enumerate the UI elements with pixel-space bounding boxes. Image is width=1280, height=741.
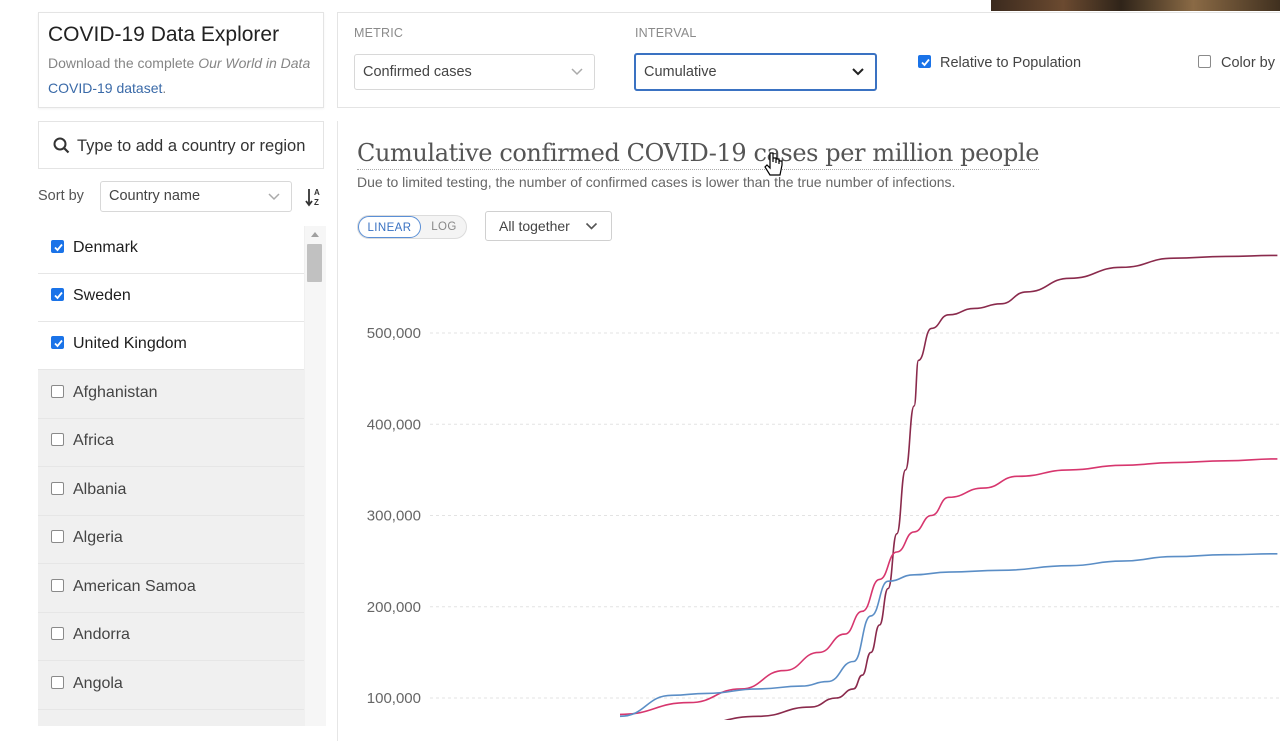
chevron-down-icon — [852, 68, 864, 76]
log-scale-button[interactable]: LOG — [431, 221, 457, 233]
country-checkbox[interactable] — [51, 530, 64, 543]
line-chart: 100,000 200,000 300,000 400,000 500,000 — [367, 254, 1280, 720]
country-checkbox[interactable] — [51, 627, 64, 640]
relative-label[interactable]: Relative to Population — [940, 55, 1082, 71]
country-name: Afghanistan — [73, 384, 158, 401]
search-icon — [53, 137, 70, 154]
facet-select[interactable]: All together — [485, 211, 612, 241]
country-checkbox[interactable] — [51, 579, 64, 592]
country-name: Albania — [73, 481, 127, 498]
y-tick-label: 300,000 — [367, 508, 421, 525]
country-checkbox[interactable] — [51, 240, 64, 253]
checkmark-icon — [54, 339, 63, 348]
country-item[interactable]: Algeria — [38, 516, 304, 564]
sort-label: Sort by — [38, 188, 84, 204]
country-name: Sweden — [73, 287, 131, 304]
scale-toggle: LINEAR LOG — [357, 215, 467, 239]
controls-bar: METRIC Confirmed cases INTERVAL Cumulati… — [337, 12, 1280, 108]
scroll-up-icon[interactable] — [310, 231, 320, 238]
country-item[interactable]: Afghanistan — [38, 371, 304, 419]
series-line-1[interactable] — [619, 458, 1278, 716]
sort-select[interactable]: Country name — [100, 181, 292, 212]
chevron-down-icon — [268, 193, 280, 201]
y-tick-label: 500,000 — [367, 325, 421, 342]
country-name: American Samoa — [73, 578, 196, 595]
svg-text:A: A — [314, 188, 320, 197]
relative-checkbox[interactable] — [918, 55, 931, 68]
y-tick-label: 100,000 — [367, 690, 421, 707]
metric-value: Confirmed cases — [363, 64, 472, 80]
chevron-down-icon — [585, 222, 598, 230]
country-item[interactable]: Angola — [38, 662, 304, 710]
country-name: United Kingdom — [73, 335, 187, 352]
y-tick-label: 400,000 — [367, 416, 421, 433]
chart-title: Cumulative confirmed COVID-19 cases per … — [357, 138, 1039, 170]
color-by-label[interactable]: Color by — [1221, 55, 1275, 71]
series-line-0[interactable] — [620, 254, 1278, 720]
country-checkbox[interactable] — [51, 385, 64, 398]
download-note: Download the complete Our World in Data … — [48, 51, 316, 101]
country-name: Andorra — [73, 626, 130, 643]
country-checkbox[interactable] — [51, 288, 64, 301]
country-search — [38, 121, 324, 169]
country-name: Denmark — [73, 239, 138, 256]
chart-subtitle: Due to limited testing, the number of co… — [357, 174, 956, 190]
page-title: COVID-19 Data Explorer — [48, 23, 280, 46]
country-item[interactable]: Andorra — [38, 613, 304, 661]
download-note-text: Download the complete — [48, 55, 199, 71]
facet-value: All together — [499, 218, 570, 234]
country-checkbox[interactable] — [51, 482, 64, 495]
checkmark-icon — [54, 291, 63, 300]
series-line-2[interactable] — [619, 553, 1278, 718]
svg-text:Z: Z — [314, 198, 319, 207]
country-name: Algeria — [73, 529, 123, 546]
country-checkbox[interactable] — [51, 676, 64, 689]
scroll-thumb[interactable] — [307, 244, 322, 282]
y-tick-label: 200,000 — [367, 599, 421, 616]
country-item[interactable]: Africa — [38, 419, 304, 467]
owid-name: Our World in Data — [198, 55, 311, 71]
metric-label: METRIC — [354, 26, 404, 40]
mouse-cursor-icon — [764, 152, 783, 176]
country-checkbox[interactable] — [51, 433, 64, 446]
country-checkbox[interactable] — [51, 336, 64, 349]
download-note-end: . — [162, 80, 167, 96]
interval-select[interactable]: Cumulative — [634, 53, 877, 91]
explorer-header: COVID-19 Data Explorer Download the comp… — [38, 12, 324, 108]
color-by-checkbox[interactable] — [1198, 55, 1211, 68]
interval-value: Cumulative — [644, 64, 717, 80]
checkmark-icon — [921, 58, 930, 67]
interval-label: INTERVAL — [635, 26, 697, 40]
search-input[interactable] — [77, 134, 317, 158]
chevron-down-icon — [571, 68, 583, 76]
country-item[interactable]: Sweden — [38, 274, 304, 322]
checkmark-icon — [54, 243, 63, 252]
country-item[interactable]: Denmark — [38, 226, 304, 274]
linear-scale-button[interactable]: LINEAR — [358, 216, 421, 238]
country-name: Angola — [73, 675, 123, 692]
sort-value: Country name — [109, 188, 201, 204]
country-item[interactable]: United Kingdom — [38, 322, 304, 370]
country-item[interactable]: Albania — [38, 468, 304, 516]
webcam-overlay — [991, 0, 1280, 11]
country-item[interactable]: American Samoa — [38, 565, 304, 613]
metric-select[interactable]: Confirmed cases — [354, 54, 595, 90]
list-scrollbar[interactable] — [305, 226, 326, 726]
sort-order-icon[interactable]: A Z — [305, 186, 325, 208]
country-name: Africa — [73, 432, 114, 449]
country-list: Denmark Sweden United Kingdom Afghanistan Af… — [38, 226, 326, 726]
dataset-link[interactable]: COVID-19 dataset — [48, 80, 163, 96]
